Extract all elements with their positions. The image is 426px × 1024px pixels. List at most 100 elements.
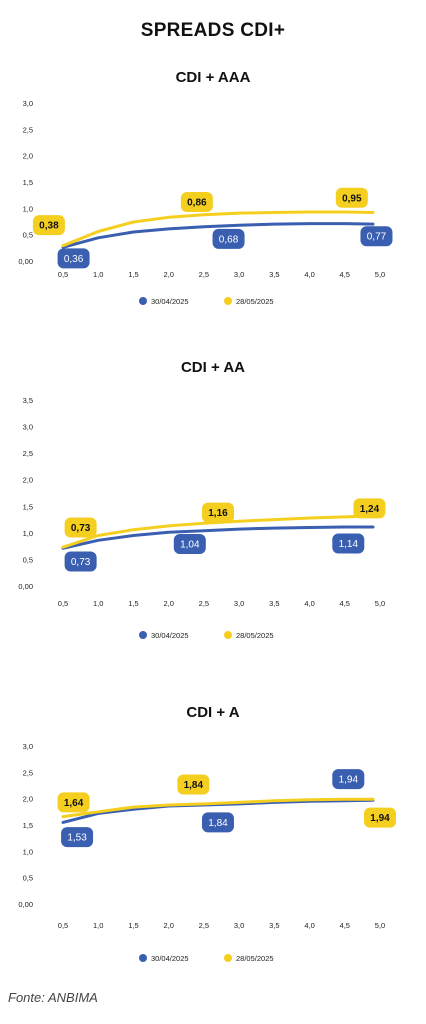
y-tick-label: 3,0	[23, 742, 33, 751]
data-label-text: 0,95	[342, 193, 362, 204]
data-label-box	[364, 807, 396, 828]
x-tick-label: 3,5	[269, 599, 279, 608]
x-tick-label: 0,5	[58, 270, 68, 279]
y-tick-label: 1,0	[23, 204, 33, 213]
y-tick-label: 2,5	[23, 768, 33, 777]
y-tick-label: 1,0	[23, 847, 33, 856]
chart-cdi-aaa: CDI + AAA 0,00 0,5 1,0 1,5 2,0 2,5 3,0 0,5 1,0 1,5…	[18, 69, 393, 306]
data-label: 0,73	[64, 551, 97, 572]
data-label: 1,64	[57, 792, 90, 813]
y-tick-label: 3,5	[23, 396, 33, 405]
y-tick-label: 2,0	[23, 476, 33, 485]
x-tick-label: 2,5	[199, 270, 209, 279]
series-line-a	[61, 222, 375, 249]
x-tick-label: 3,0	[234, 921, 244, 930]
data-label-text: 1,53	[67, 833, 87, 844]
x-tick-label: 2,0	[163, 921, 173, 930]
y-tick-label: 0,5	[23, 231, 33, 240]
x-tick-label: 1,5	[128, 599, 138, 608]
legend-marker-b	[224, 631, 232, 639]
data-label-box	[180, 192, 213, 213]
data-label-text: 0,73	[71, 557, 91, 568]
x-tick-label: 5,0	[375, 921, 385, 930]
x-tick-label: 4,0	[304, 599, 314, 608]
x-tick-label: 4,5	[340, 270, 350, 279]
data-label-box	[353, 498, 386, 519]
x-tick-label: 2,5	[199, 599, 209, 608]
data-label-box	[335, 187, 368, 208]
x-tick-label: 1,5	[128, 270, 138, 279]
data-label: 0,36	[57, 248, 90, 269]
data-label-text: 0,73	[71, 523, 91, 534]
legend-label: 30/04/2025	[151, 297, 189, 306]
data-label-box	[64, 551, 97, 572]
y-tick-label: 0,5	[23, 874, 33, 883]
data-label: 1,04	[173, 534, 206, 555]
data-label-text: 0,36	[64, 254, 84, 265]
source-note: Fonte: ANBIMA	[8, 990, 98, 1005]
data-label: 1,53	[61, 827, 94, 848]
data-label-box	[177, 774, 210, 795]
data-label: 1,84	[201, 812, 234, 833]
data-label: 1,94	[332, 769, 365, 790]
data-label-text: 0,38	[39, 221, 59, 232]
data-label-box	[201, 812, 234, 833]
page-title: SPREADS CDI+	[140, 20, 286, 41]
chart-title: CDI + A	[186, 704, 239, 721]
x-tick-label: 1,0	[93, 599, 103, 608]
data-label-box	[332, 533, 365, 554]
x-tick-label: 3,5	[269, 921, 279, 930]
y-tick-label: 1,5	[23, 178, 33, 187]
data-label: 0,73	[64, 517, 97, 538]
data-label: 0,38	[32, 215, 65, 236]
data-label-text: 1,16	[208, 508, 228, 519]
chart-title: CDI + AAA	[176, 69, 251, 86]
x-tick-label: 4,5	[340, 921, 350, 930]
legend-marker-a	[139, 631, 147, 639]
data-label: 0,86	[180, 192, 213, 213]
x-tick-label: 3,0	[234, 270, 244, 279]
x-tick-label: 0,5	[58, 921, 68, 930]
x-tick-label: 3,5	[269, 270, 279, 279]
data-label: 0,95	[335, 187, 368, 208]
data-label-box	[360, 226, 393, 247]
y-tick-label: 3,0	[23, 99, 33, 108]
data-label-box	[173, 534, 206, 555]
data-label-box	[32, 215, 65, 236]
series-line-a	[61, 525, 375, 550]
data-label-box	[64, 517, 97, 538]
y-tick-label: 0,00	[18, 582, 33, 591]
data-label-box	[201, 502, 234, 523]
legend-marker-b	[224, 954, 232, 962]
data-label-text: 0,86	[187, 198, 207, 209]
x-tick-label: 2,0	[163, 599, 173, 608]
data-label-box	[61, 827, 94, 848]
y-tick-label: 2,0	[23, 795, 33, 804]
legend-marker-a	[139, 297, 147, 305]
data-label: 1,16	[201, 502, 234, 523]
x-tick-label: 1,0	[93, 921, 103, 930]
legend-label: 28/05/2025	[236, 954, 274, 963]
data-label: 0,68	[212, 228, 245, 249]
x-tick-label: 2,5	[199, 921, 209, 930]
data-label-text: 1,94	[339, 775, 359, 786]
x-tick-label: 4,5	[340, 599, 350, 608]
legend-marker-b	[224, 297, 232, 305]
data-label: 0,77	[360, 226, 393, 247]
y-tick-label: 1,5	[23, 821, 33, 830]
data-label-text: 1,04	[180, 540, 200, 551]
y-tick-label: 1,0	[23, 529, 33, 538]
chart-cdi-a: CDI + A 0,00 0,5 1,0 1,5 2,0 2,5 3,0 0,5 1,0 1,5 2,…	[18, 704, 396, 963]
data-label-box	[57, 248, 90, 269]
x-tick-label: 4,0	[304, 270, 314, 279]
y-tick-label: 2,5	[23, 125, 33, 134]
data-label: 1,14	[332, 533, 365, 554]
data-label-text: 1,14	[339, 539, 359, 550]
data-label-box	[332, 769, 365, 790]
y-tick-label: 0,00	[18, 900, 33, 909]
y-tick-label: 3,0	[23, 423, 33, 432]
x-tick-label: 3,0	[234, 599, 244, 608]
data-label-text: 1,84	[184, 780, 204, 791]
series-line-b	[61, 210, 375, 248]
legend-label: 28/05/2025	[236, 631, 274, 640]
